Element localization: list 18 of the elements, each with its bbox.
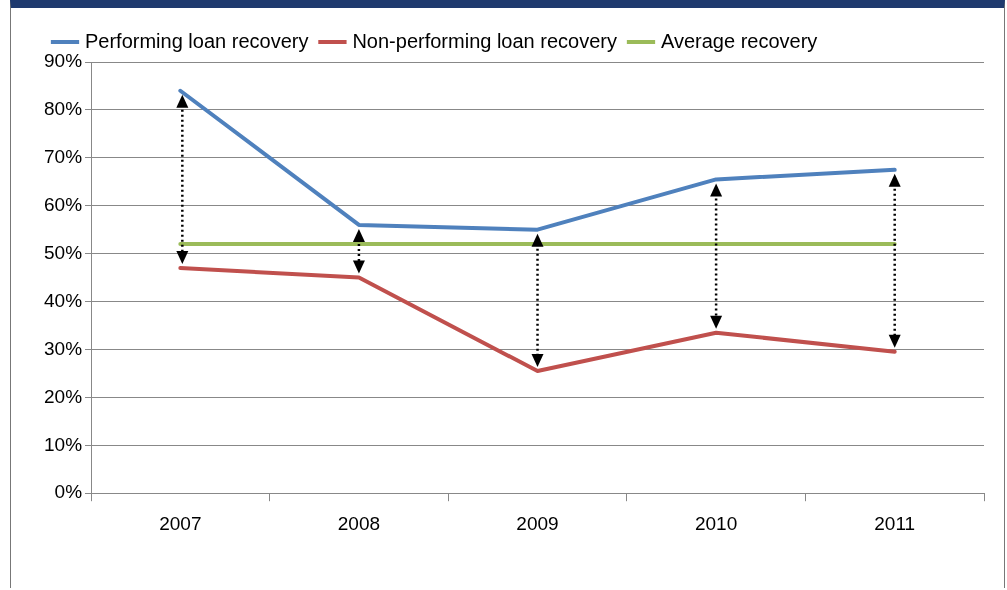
y-tick-label: 70% [44,146,83,168]
x-tick-label: 2009 [516,512,559,534]
x-tick-label: 2008 [337,512,381,534]
y-tick-label: 0% [54,481,83,503]
legend-label: Non-performing loan recovery [352,29,617,52]
y-tick-label: 80% [44,98,83,120]
x-tick-label: 2007 [159,512,202,534]
x-tick-label: 2011 [874,512,916,534]
y-tick-label: 60% [44,193,83,215]
y-tick-label: 90% [44,50,83,72]
y-tick-label: 40% [44,289,83,311]
y-tick-label: 20% [44,385,83,407]
y-tick-label: 30% [44,337,83,359]
y-tick-label: 10% [44,433,83,455]
legend-label: Average recovery [660,29,818,52]
y-tick-label: 50% [44,241,83,263]
legend-label: Performing loan recovery [85,29,309,52]
x-tick-label: 2010 [694,512,738,534]
